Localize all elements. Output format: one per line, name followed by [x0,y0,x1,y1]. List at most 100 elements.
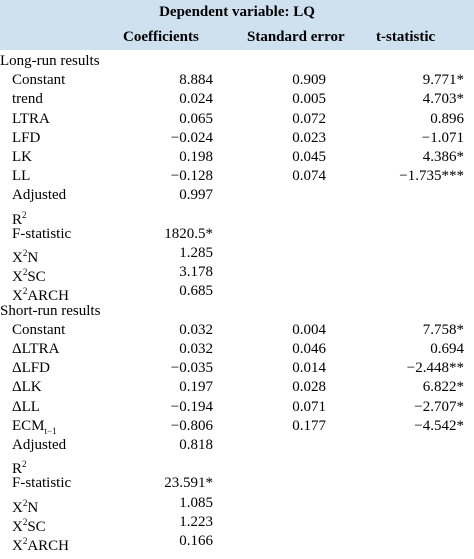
coefficient-value: −0.128 [170,168,213,185]
t-statistic-value: 7.758* [422,321,464,338]
coefficient-value: −0.806 [170,417,213,434]
table-row: trend 0.024 0.005 4.703* [0,90,474,109]
row-label: LTRA [12,110,50,127]
table-row: X2N 1.085 [0,494,474,516]
table-row: Adjusted 0.997 [0,186,474,205]
standard-error-value: 0.909 [292,72,326,89]
row-label: F-statistic [12,225,72,242]
superscript: 2 [22,248,28,258]
row-label: X2N [12,497,39,516]
coefficient-value: 0.166 [179,533,213,549]
standard-error-value: 0.074 [292,168,326,185]
t-statistic-value: 9.771* [422,72,464,89]
t-statistic-value: 0.694 [430,341,464,357]
row-label: R2 [12,459,27,478]
coefficient-value: 0.032 [179,321,213,338]
coefficient-value: 1.285 [179,245,213,261]
row-label: LL [12,168,31,185]
section-label: Short-run results [0,302,101,319]
standard-error-value: 0.177 [292,417,326,434]
row-label: ΔLFD [12,360,50,377]
row-label: Constant [12,72,66,89]
coefficient-value: 3.178 [179,264,213,281]
standard-error-value: 0.014 [292,360,326,377]
table-row: LL −0.128 0.074 −1.735*** [0,167,474,186]
table-row: R2 [0,455,474,477]
column-header-coefficients: Coefficients [123,29,199,45]
superscript: 2 [22,267,28,278]
superscript: 2 [22,459,27,470]
standard-error-value: 0.072 [292,110,326,127]
table-row: X2N 1.285 [0,244,474,266]
t-statistic-value: 0.896 [430,110,464,127]
coefficient-value: 8.884 [179,72,213,89]
table-row: Adjusted 0.818 [0,436,474,455]
section-header-row: Long-run results [0,52,474,71]
row-label: ΔLL [12,398,40,415]
row-label: Adjusted [12,437,67,453]
table-row: Constant 0.032 0.004 7.758* [0,321,474,340]
section-label: Long-run results [0,53,100,69]
t-statistic-value: 4.703* [422,91,464,108]
row-label: X2SC [12,267,46,286]
column-header-band [0,25,474,50]
standard-error-value: 0.045 [292,149,326,165]
table-row: ΔLL −0.194 0.071 −2.707* [0,398,474,417]
row-label: X2ARCH [12,286,70,305]
coefficient-value: 0.198 [179,149,213,165]
table-row: LFD −0.024 0.023 −1.071 [0,129,474,148]
row-label: F-statistic [12,475,72,492]
table-row: X2ARCH 0.166 [0,532,474,554]
table-row: R2 [0,206,474,228]
row-label: X2SC [12,516,46,535]
subscript: t−1 [44,425,57,436]
coefficient-value: −0.024 [170,129,213,146]
coefficient-value: 0.024 [179,91,213,108]
table-row: F-statistic 23.591* [0,474,474,493]
coefficient-value: 1.223 [179,513,213,530]
row-label: LFD [12,129,41,146]
table-title: Dependent variable: LQ [159,4,315,20]
row-label: Constant [12,321,66,338]
row-label: X2ARCH [12,536,70,554]
table-row: F-statistic 1820.5* [0,225,474,244]
table-row: X2ARCH 0.685 [0,282,474,304]
standard-error-value: 0.071 [292,398,326,415]
row-label: trend [12,91,43,108]
coefficient-value: 0.685 [179,283,213,300]
coefficient-value: −0.035 [170,360,213,377]
t-statistic-value: −1.735*** [399,168,464,185]
coefficient-value: 23.591* [164,475,213,492]
table-row: ΔLK 0.197 0.028 6.822* [0,378,474,397]
table-row: ECMt−1 −0.806 0.177 −4.542* [0,417,474,436]
row-label: ΔLK [12,379,42,396]
table-row: ΔLFD −0.035 0.014 −2.448** [0,359,474,378]
t-statistic-value: 4.386* [422,149,464,165]
table-row: LTRA 0.065 0.072 0.896 [0,110,474,129]
row-label: Adjusted [12,187,67,204]
table-row: X2SC 3.178 [0,263,474,285]
coefficient-value: −0.194 [170,398,213,415]
superscript: 2 [22,497,28,508]
coefficient-value: 0.197 [179,379,213,396]
standard-error-value: 0.004 [292,321,326,338]
table-row: LK 0.198 0.045 4.386* [0,148,474,167]
standard-error-value: 0.028 [292,379,326,396]
superscript: 2 [22,516,28,527]
row-label: ECMt−1 [12,417,57,436]
section-header-row: Short-run results [0,302,474,321]
column-header-t-statistic: t-statistic [376,29,436,45]
row-label: ΔLTRA [12,341,60,357]
coefficient-value: 0.818 [179,437,213,453]
standard-error-value: 0.005 [292,91,326,108]
table-row: Constant 8.884 0.909 9.771* [0,71,474,90]
coefficient-value: 0.997 [179,187,213,204]
superscript: 2 [22,286,28,297]
t-statistic-value: 6.822* [422,379,464,396]
coefficient-value: 1.085 [179,494,213,511]
table-row: ΔLTRA 0.032 0.046 0.694 [0,340,474,359]
coefficient-value: 1820.5* [164,225,213,242]
row-label: X2N [12,248,39,266]
t-statistic-value: −4.542* [414,417,464,434]
